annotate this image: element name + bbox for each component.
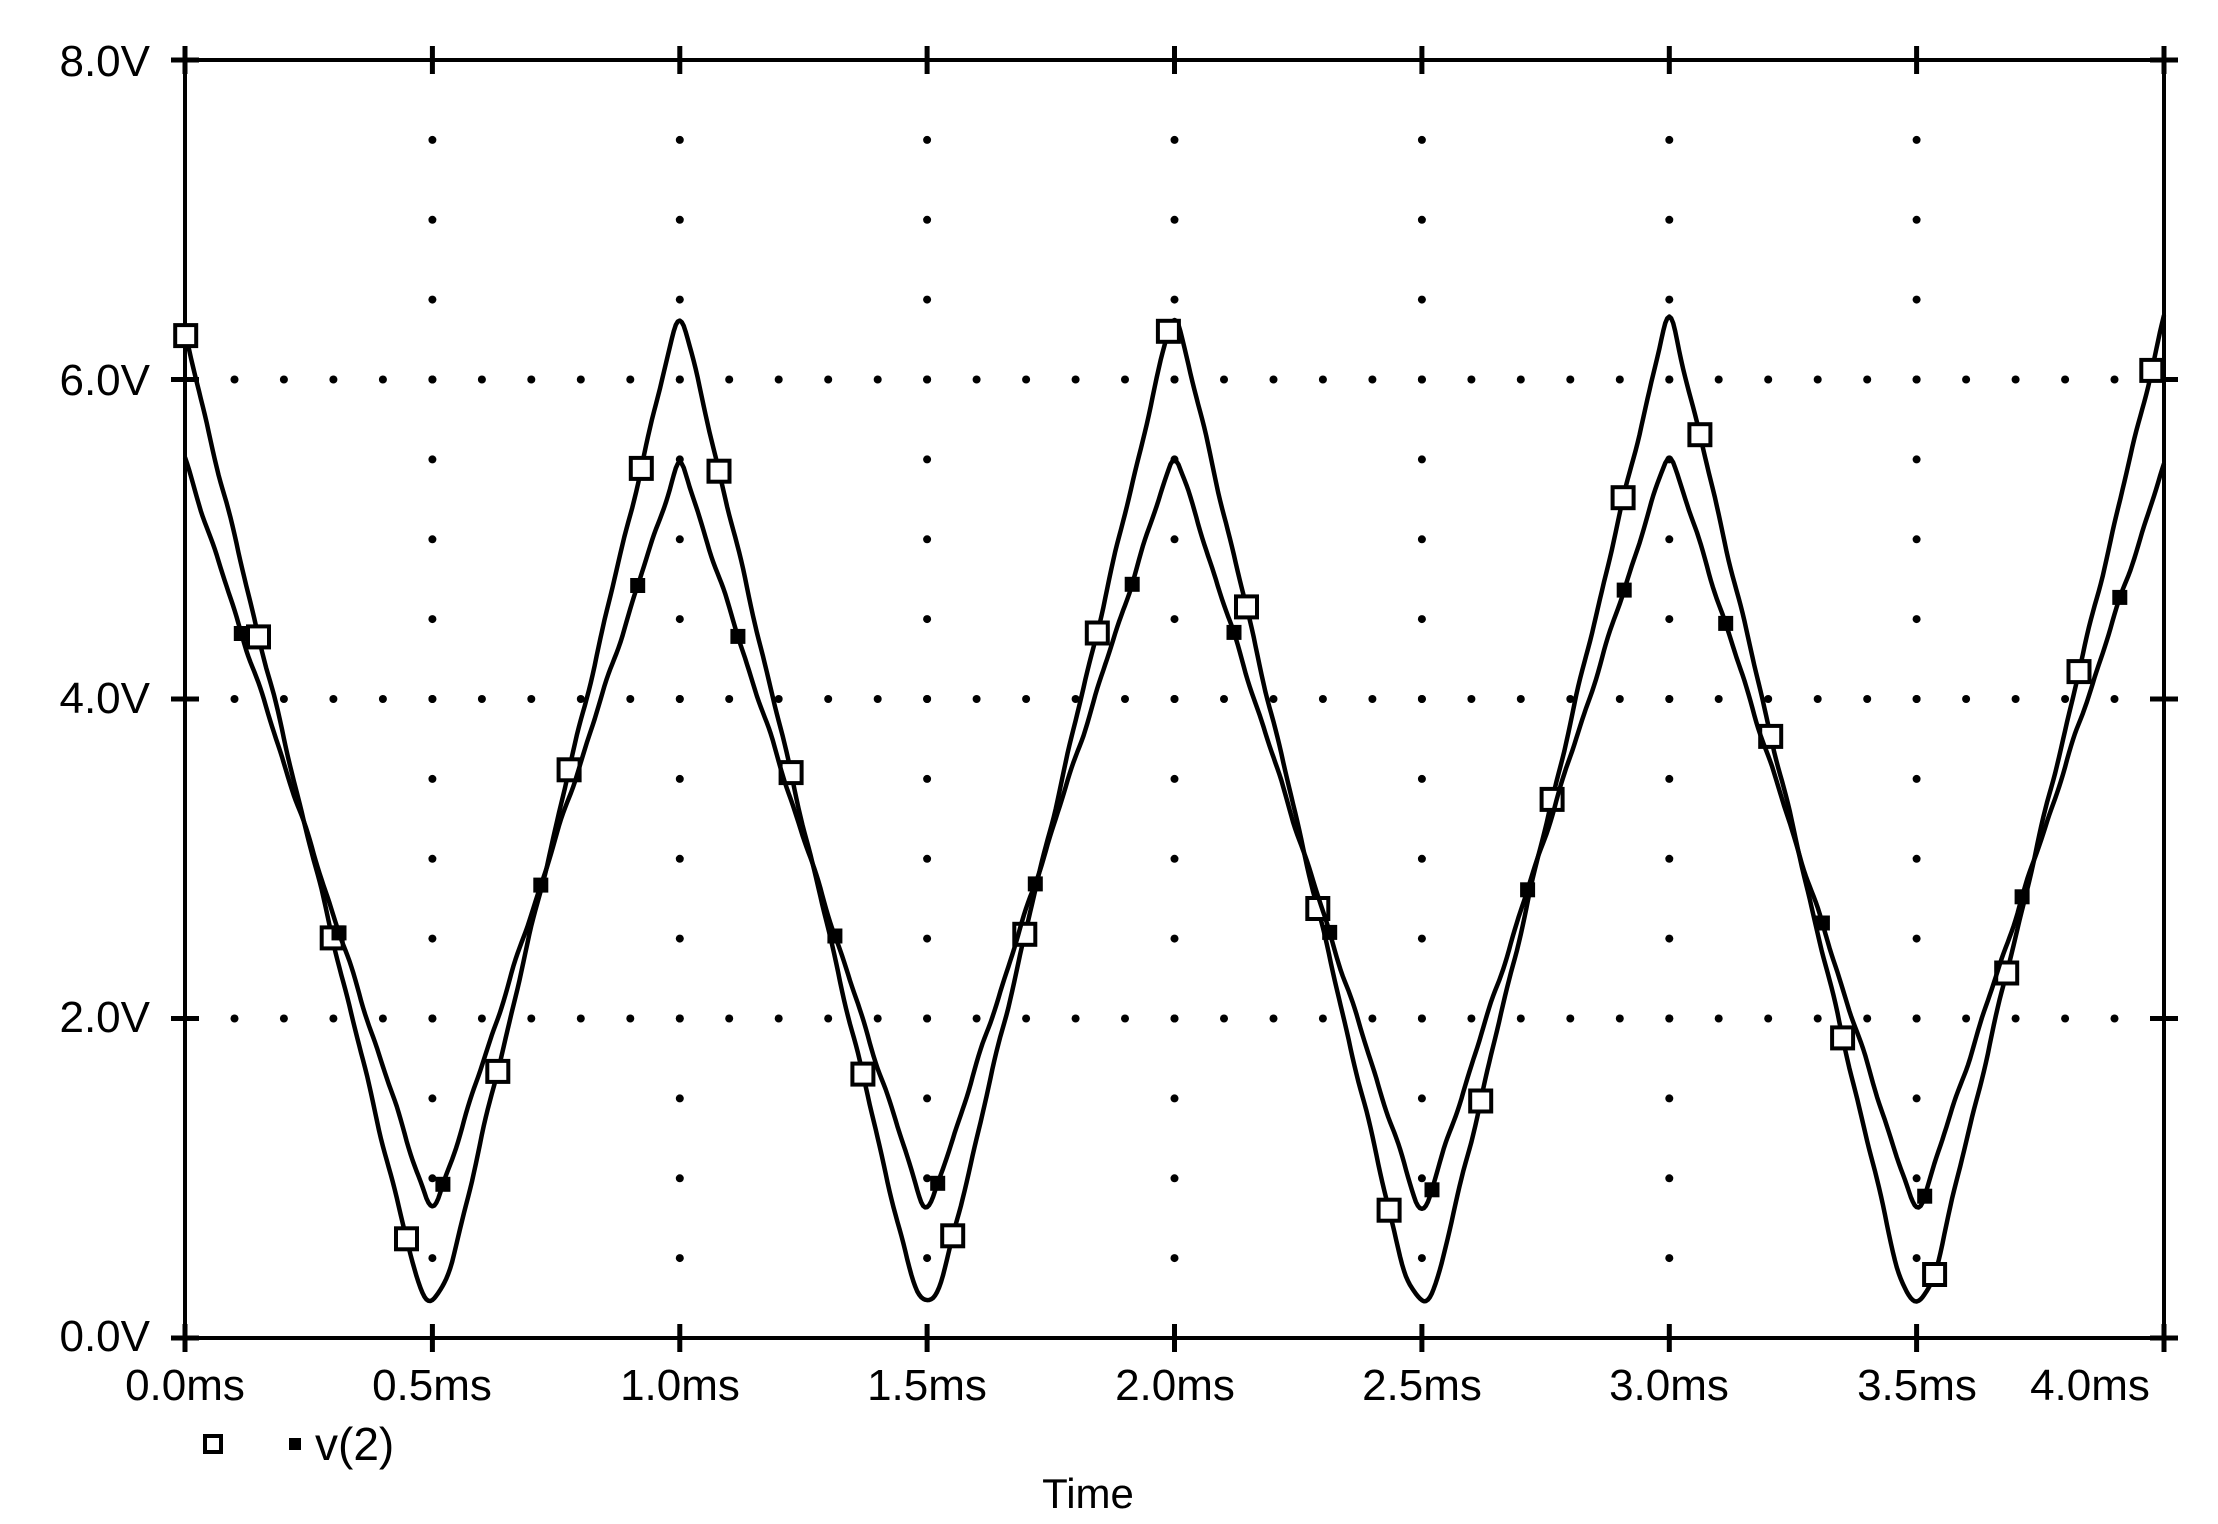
x-tick-label-3-0ms: 3.0ms [1609,1361,1729,1410]
data-marker-open-square [1687,422,1713,448]
data-marker-filled-square [1322,924,1338,940]
data-marker-open-square [2139,357,2165,383]
trace-markers-open-square [173,318,2165,1287]
data-marker-filled-square [1520,882,1536,898]
data-marker-filled-square [1027,876,1043,892]
x-tick-label-0-5ms: 0.5ms [372,1361,492,1410]
data-marker-filled-square [233,626,249,641]
axis-ticks [171,46,2178,1352]
y-tick-label-0v: 0.0V [59,1312,150,1361]
grid-dots [230,135,2119,1263]
x-tick-label-0-0ms: 0.0ms [125,1361,245,1410]
data-marker-filled-square [2112,589,2128,605]
data-marker-filled-square [1814,915,1830,931]
trace-markers-filled-square [233,576,2128,1204]
data-marker-filled-square [630,578,646,593]
data-marker-open-square [246,624,271,650]
data-marker-filled-square [1616,582,1632,598]
y-tick-label-2v: 2.0V [59,993,150,1042]
data-marker-open-square [1922,1262,1948,1287]
data-marker-open-square [706,458,732,484]
legend-filled-square-marker [289,1438,301,1450]
x-tick-label-1-5ms: 1.5ms [867,1361,987,1410]
data-marker-filled-square [2014,889,2030,905]
data-marker-filled-square [1226,624,1242,640]
x-axis-title-time: Time [1042,1470,1134,1517]
data-marker-open-square [1155,318,1181,344]
data-marker-open-square [1084,620,1110,646]
data-marker-open-square [1610,485,1636,511]
data-marker-open-square [850,1061,876,1087]
y-tick-label-8v: 8.0V [59,37,150,86]
data-marker-open-square [2066,659,2092,685]
plot-area [171,46,2178,1352]
x-tick-label-4-0ms: 4.0ms [2030,1361,2150,1410]
data-marker-open-square [1468,1088,1494,1114]
data-marker-filled-square [435,1176,451,1192]
data-marker-filled-square [1718,615,1734,631]
legend-label-v2: v(2) [315,1418,394,1470]
data-marker-open-square [173,323,199,349]
x-tick-label-2-0ms: 2.0ms [1115,1361,1235,1410]
data-marker-open-square [940,1223,966,1249]
x-tick-label-1-0ms: 1.0ms [620,1361,740,1410]
data-marker-filled-square [1424,1182,1440,1198]
x-tick-label-2-5ms: 2.5ms [1362,1361,1482,1410]
data-marker-open-square [1376,1197,1402,1223]
data-marker-open-square [394,1226,419,1252]
data-marker-filled-square [533,877,549,893]
data-marker-filled-square [930,1175,946,1191]
data-marker-open-square [1830,1025,1856,1051]
data-marker-open-square [628,455,654,481]
legend: v(2) [203,1418,394,1470]
data-marker-filled-square [331,925,347,941]
data-marker-open-square [1234,594,1259,620]
data-marker-open-square [485,1058,511,1084]
data-marker-filled-square [1124,576,1140,592]
y-tick-label-4v: 4.0V [59,674,150,723]
data-marker-filled-square [730,628,746,644]
data-marker-filled-square [827,928,843,944]
legend-open-square-marker [203,1434,223,1454]
y-tick-label-6v: 6.0V [59,356,150,405]
x-tick-label-3-5ms: 3.5ms [1857,1361,1977,1410]
data-marker-filled-square [1917,1188,1933,1204]
trace-v2-filled-square [182,456,2167,1212]
